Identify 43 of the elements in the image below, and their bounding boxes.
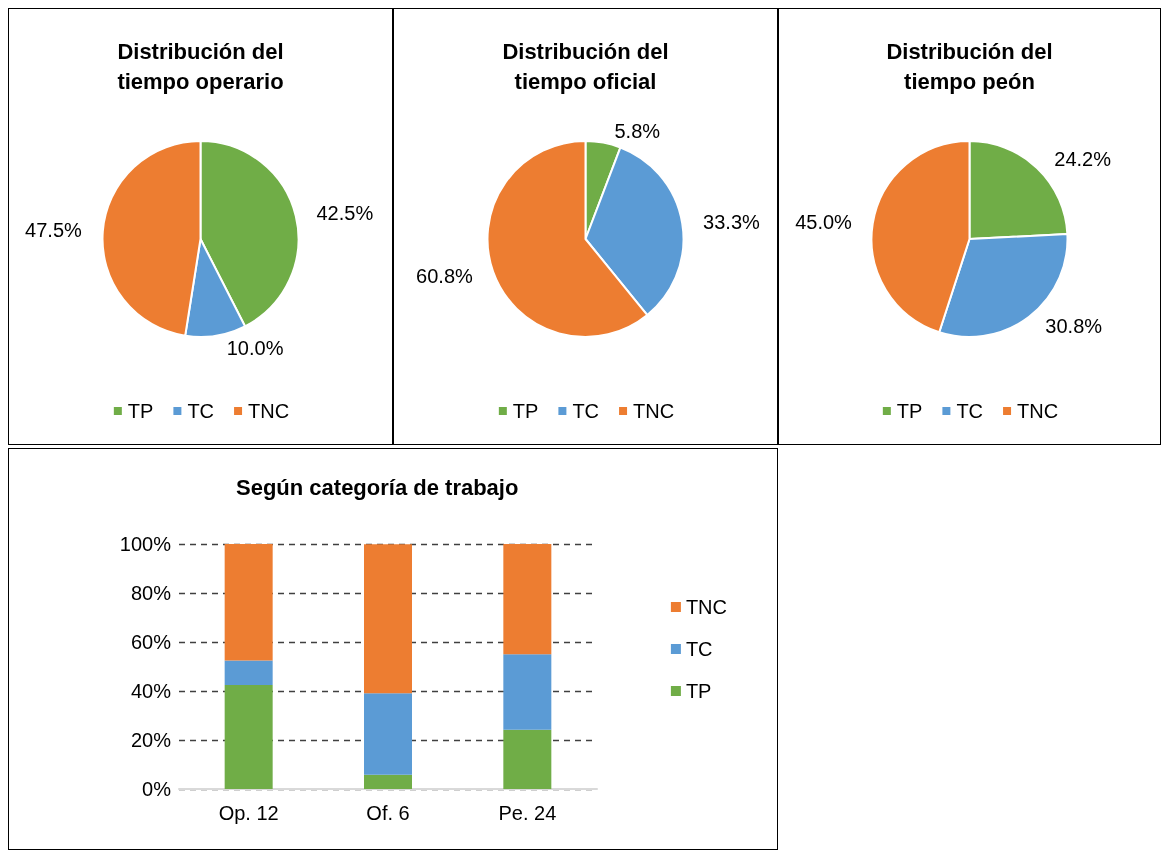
data-label: 60.8% [416,264,474,287]
data-label: 33.3% [703,210,761,233]
data-label: 5.8% [614,119,661,142]
legend-label: TNC [685,596,728,618]
bar [364,774,412,789]
legend-label: TP [685,680,712,702]
data-label: 24.2% [1054,148,1112,171]
y-tick-label: 60% [130,631,172,653]
legend-label: TNC [633,400,675,422]
x-tick-label: Pe. 24 [498,802,557,824]
x-tick-label: Op. 12 [218,802,279,824]
bar [224,684,273,789]
chart-title: Distribución del tiempo oficial [502,38,669,94]
bar [503,729,552,789]
legend-label: TC [685,638,713,660]
y-tick-label: 100% [119,533,172,555]
y-tick-label: 40% [130,680,172,702]
bar [224,660,273,685]
chart-title: Según categoría de trabajo [236,474,519,500]
data-label: 47.5% [25,219,83,242]
data-label: 10.0% [226,336,284,359]
data-label: 42.5% [316,202,374,225]
legend-label: TP [127,400,154,422]
legend-label: TP [896,400,923,422]
bar [503,544,552,655]
legend-label: TP [512,400,539,422]
bar [364,693,412,775]
data-label: 30.8% [1045,315,1103,338]
bar [503,654,552,730]
bar [224,544,273,661]
legend-label: TC [572,400,600,422]
x-tick-label: Of. 6 [366,802,410,824]
legend-label: TC [956,400,984,422]
y-tick-label: 80% [130,582,172,604]
chart-title: Distribución del tiempo operario [117,38,284,94]
y-tick-label: 20% [130,729,172,751]
y-tick-label: 0% [142,778,172,800]
legend-label: TC [187,400,215,422]
chart-title: Distribución del tiempo peón [886,38,1053,94]
legend-label: TNC [248,400,290,422]
data-label: 45.0% [795,210,853,233]
legend-label: TNC [1017,400,1059,422]
bar [364,544,412,694]
